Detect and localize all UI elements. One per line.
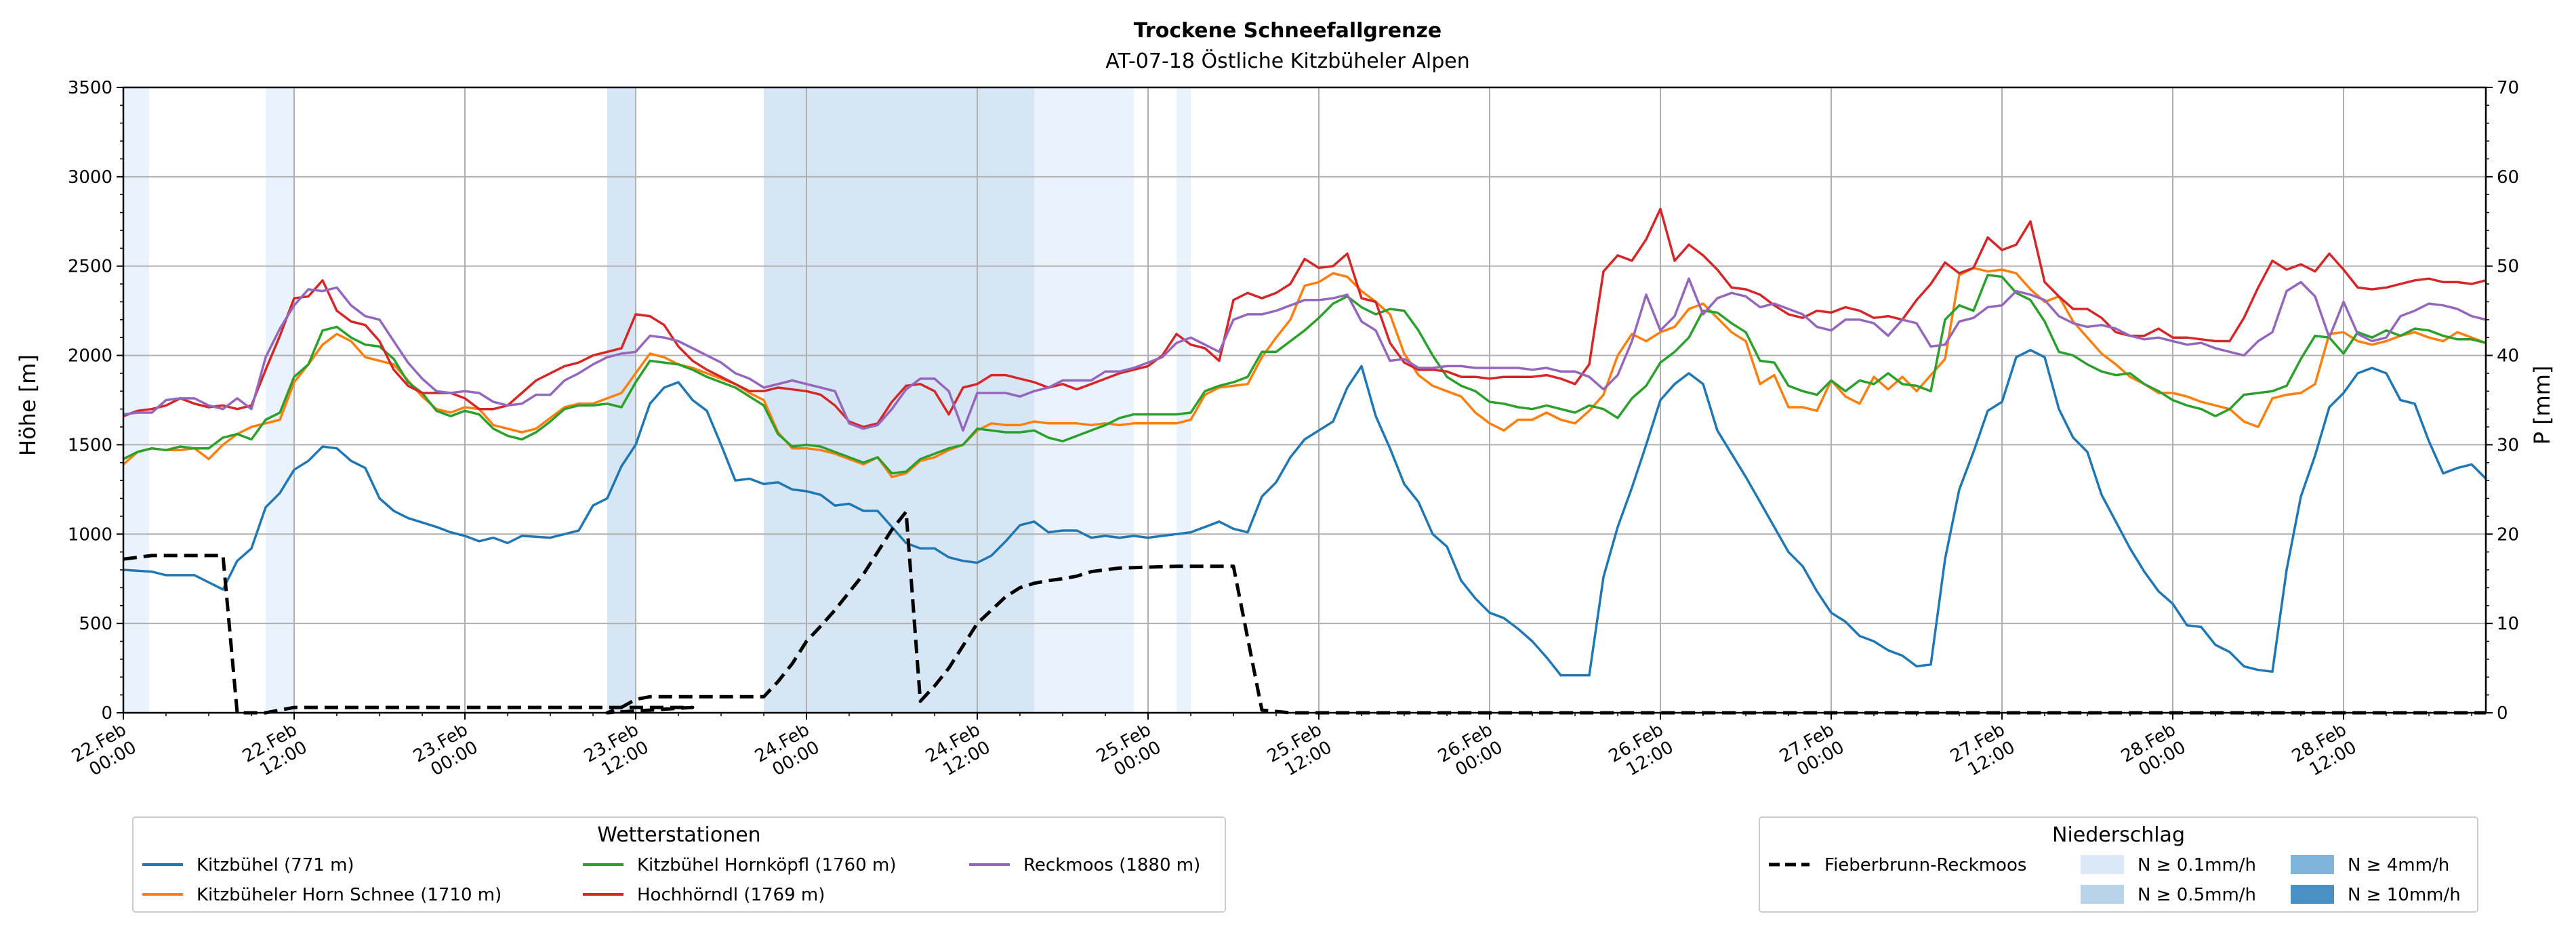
y-tick-label-0: 0 (101, 703, 113, 724)
y2-tick-label-4: 40 (2497, 346, 2519, 367)
y-tick-label-5: 2500 (68, 257, 113, 277)
precip-band-1 (266, 87, 294, 713)
legend-item-3: Hochhörndl (1769 m) (637, 885, 825, 905)
legend-precip-line-label: Fieberbrunn-Reckmoos (1824, 855, 2026, 875)
y-tick-label-7: 3500 (68, 78, 113, 98)
y-axis-label: Höhe [m] (15, 354, 41, 456)
y2-tick-label-2: 20 (2497, 524, 2519, 545)
series-line-0 (123, 348, 2487, 677)
legend-item-2: Kitzbühel Hornköpfl (1760 m) (637, 855, 896, 875)
legend-precip: Niederschlag Fieberbrunn-Reckmoos N ≥ 0.1… (1759, 816, 2478, 913)
series-line-3 (123, 207, 2487, 428)
y-tick-label-4: 2000 (68, 346, 113, 367)
y-tick-label-2: 1000 (68, 524, 113, 545)
legend-precip-title: Niederschlag (2052, 823, 2185, 847)
legend-box-label-0: N ≥ 0.1mm/h (2138, 855, 2256, 875)
y2-tick-label-3: 30 (2497, 435, 2519, 455)
legend-item-1: Kitzbüheler Horn Schnee (1710 m) (197, 885, 502, 905)
legend-box-label-2: N ≥ 4mm/h (2348, 855, 2449, 875)
series-line-1 (122, 266, 2487, 478)
y2-tick-label-7: 70 (2497, 78, 2519, 98)
legend-item-4: Reckmoos (1880 m) (1023, 855, 1200, 875)
precip-bands (123, 87, 1191, 713)
legend-box-swatch-1 (2081, 885, 2124, 904)
chart-subtitle: AT-07-18 Östliche Kitzbüheler Alpen (1105, 49, 1470, 73)
y-tick-label-1: 500 (79, 614, 113, 634)
legend-box-swatch-2 (2291, 855, 2334, 874)
legend-box-label-1: N ≥ 0.5mm/h (2138, 885, 2256, 905)
precip-band-2 (607, 87, 636, 713)
chart-title: Trockene Schneefallgrenze (1134, 19, 1442, 43)
y-tick-label-6: 3000 (68, 167, 113, 188)
series-line-4 (123, 277, 2487, 432)
precip-band-5 (1177, 87, 1191, 713)
legend-stations-title: Wetterstationen (597, 823, 760, 847)
legend-box-label-3: N ≥ 10mm/h (2348, 885, 2461, 905)
y-tick-label-3: 1500 (68, 435, 113, 455)
legend-box-swatch-3 (2291, 885, 2334, 904)
precip-band-0 (123, 87, 149, 713)
legend-stations: Wetterstationen Kitzbühel (771 m) Kitzbüh… (132, 816, 1226, 913)
legend-box-swatch-0 (2081, 855, 2124, 874)
series-lines (122, 207, 2487, 715)
series-line-2 (123, 274, 2487, 475)
plot-frame (122, 86, 2487, 714)
y2-axis-label: P [mm] (2529, 366, 2555, 445)
precip-line (123, 510, 2486, 715)
y2-tick-label-1: 10 (2497, 614, 2519, 634)
precip-band-4 (1034, 87, 1134, 713)
y2-tick-label-6: 60 (2497, 167, 2519, 188)
y2-tick-label-5: 50 (2497, 257, 2519, 277)
legend-item-0: Kitzbühel (771 m) (197, 855, 354, 875)
x-tick-label-1: 22.Feb12:00 (239, 720, 311, 785)
y2-tick-label-0: 0 (2497, 703, 2508, 724)
